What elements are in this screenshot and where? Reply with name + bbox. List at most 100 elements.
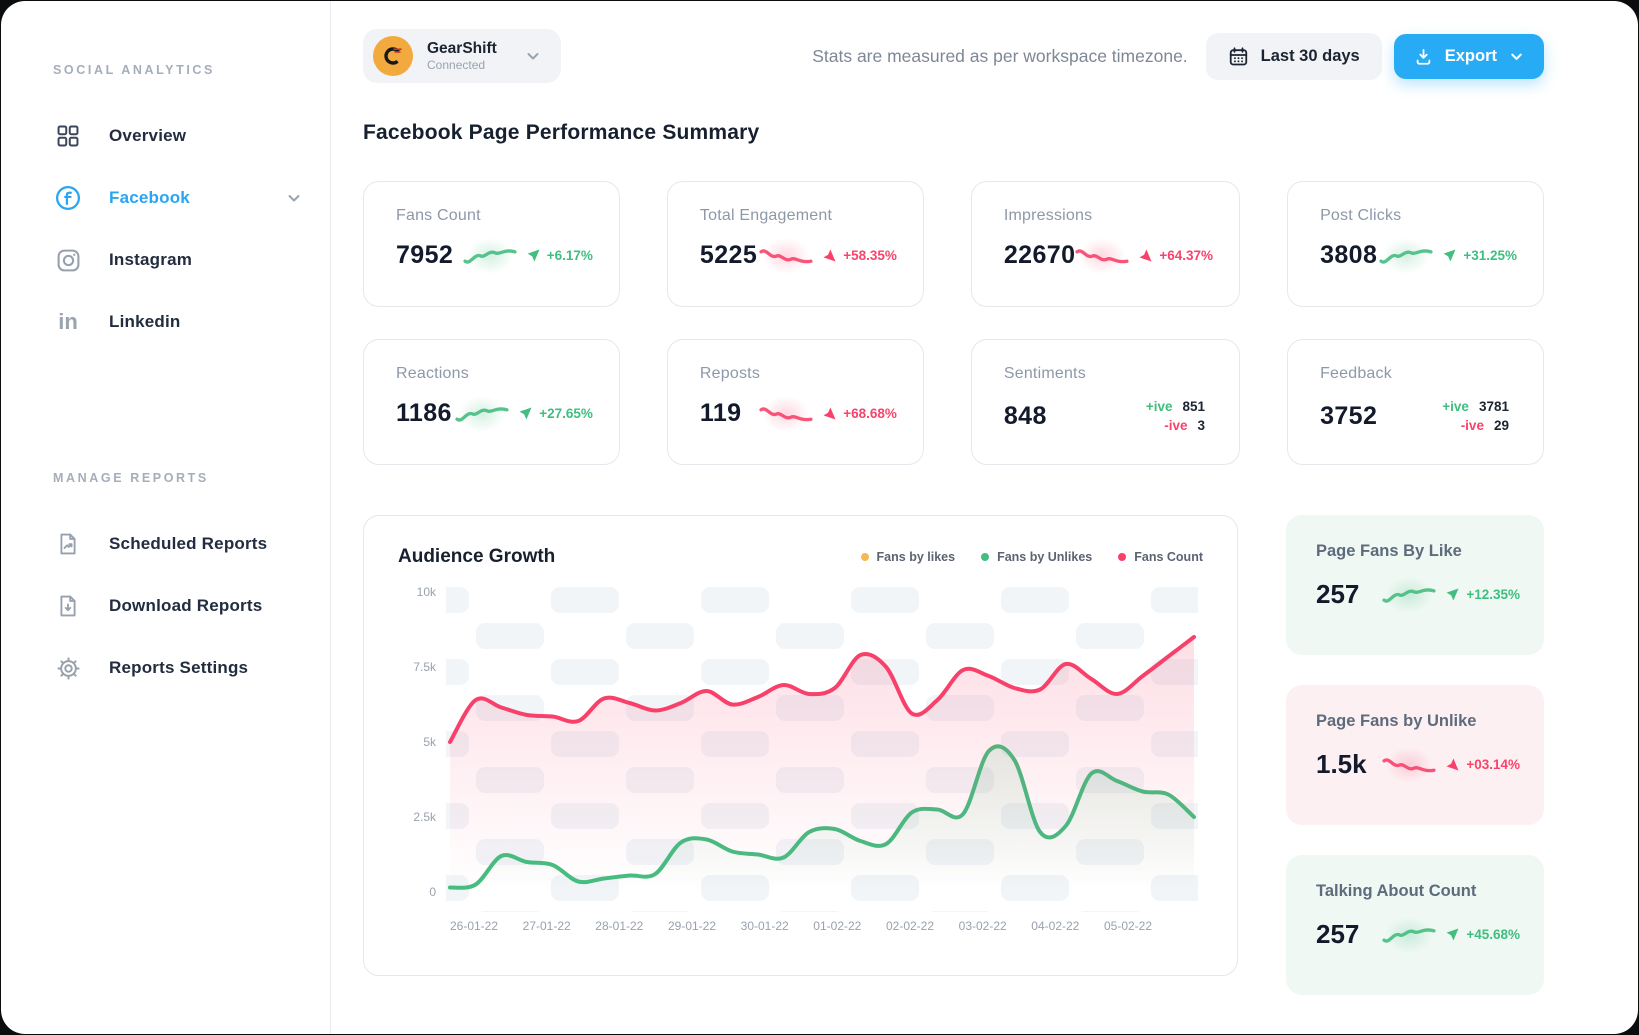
negative-value: 3 bbox=[1197, 418, 1206, 433]
svg-text:2.5k: 2.5k bbox=[413, 810, 437, 824]
legend-item-fans-by-likes[interactable]: Fans by likes bbox=[860, 550, 956, 564]
stat-change: +58.35% bbox=[843, 248, 897, 263]
sidebar-item-overview[interactable]: Overview bbox=[1, 105, 330, 167]
svg-text:03-02-22: 03-02-22 bbox=[959, 919, 1007, 933]
trend-arrow-icon bbox=[1446, 588, 1459, 601]
positive-value: 3781 bbox=[1478, 399, 1509, 414]
sidebar-item-download-reports[interactable]: Download Reports bbox=[1, 575, 330, 637]
stat-card-sentiments: Sentiments 848 +ive 851 -ive 3 bbox=[970, 339, 1241, 465]
date-range-button[interactable]: Last 30 days bbox=[1205, 32, 1382, 80]
section-manage-reports: MANAGE REPORTS bbox=[53, 471, 209, 485]
audience-growth-chart: 0 2.5k 5k 7.5k 10k 26-01-22 27-01-22 28-01-22 29… bbox=[398, 582, 1203, 940]
side-card-change: +12.35% bbox=[1466, 587, 1520, 602]
legend-item-fans-by-unlikes[interactable]: Fans by Unlikes bbox=[981, 550, 1092, 564]
svg-text:01-02-22: 01-02-22 bbox=[813, 919, 861, 933]
trend-arrow-icon bbox=[519, 407, 532, 420]
sparkline bbox=[1376, 569, 1443, 620]
page-fans-by-like-card: Page Fans By Like 257 +12.35% bbox=[1286, 515, 1544, 655]
svg-text:05-02-22: 05-02-22 bbox=[1104, 919, 1152, 933]
sidebar-item-label: Reports Settings bbox=[109, 658, 249, 677]
sparkline bbox=[1376, 739, 1443, 790]
chevron-down-icon[interactable] bbox=[286, 190, 302, 206]
download-icon bbox=[1414, 47, 1433, 66]
trend-arrow-icon bbox=[1446, 758, 1459, 771]
stat-value: 5225 bbox=[699, 241, 758, 269]
gear-icon bbox=[53, 656, 83, 680]
svg-text:04-02-22: 04-02-22 bbox=[1031, 919, 1079, 933]
stat-value: 119 bbox=[699, 399, 742, 427]
legend-dot bbox=[860, 553, 869, 561]
stat-label: Feedback bbox=[1320, 365, 1392, 382]
svg-text:7.5k: 7.5k bbox=[413, 660, 437, 674]
side-card-value: 1.5k bbox=[1316, 749, 1367, 779]
analytics-nav: Overview Facebook bbox=[1, 105, 330, 353]
side-card-change: +45.68% bbox=[1466, 927, 1520, 942]
sidebar-item-label: Download Reports bbox=[109, 596, 263, 615]
sidebar-item-label: Instagram bbox=[109, 250, 193, 269]
sparkline bbox=[1373, 230, 1440, 281]
stat-value: 22670 bbox=[1003, 241, 1076, 269]
topbar: GearShift Connected Stats are measured a… bbox=[363, 29, 1544, 83]
sidebar-item-instagram[interactable]: Instagram bbox=[1, 229, 330, 291]
svg-text:02-02-22: 02-02-22 bbox=[886, 919, 934, 933]
sidebar-item-facebook[interactable]: Facebook bbox=[1, 167, 330, 229]
side-card-label: Talking About Count bbox=[1316, 882, 1477, 900]
audience-growth-card: Audience Growth Fans by likes Fans by Un… bbox=[363, 515, 1238, 976]
legend-dot bbox=[1118, 553, 1127, 561]
date-range-label: Last 30 days bbox=[1260, 46, 1360, 65]
stat-label: Post Clicks bbox=[1320, 207, 1402, 224]
scheduled-report-icon bbox=[53, 533, 83, 555]
main-content: GearShift Connected Stats are measured a… bbox=[331, 1, 1638, 1034]
grid-icon bbox=[53, 125, 83, 147]
reports-nav: Scheduled Reports Download Reports bbox=[1, 513, 330, 699]
linkedin-icon: in bbox=[58, 309, 78, 334]
chart-legend: Fans by likes Fans by Unlikes Fans Count bbox=[860, 550, 1203, 564]
legend-label: Fans by Unlikes bbox=[997, 550, 1093, 564]
sidebar-item-label: Linkedin bbox=[109, 312, 181, 331]
sparkline bbox=[1069, 230, 1136, 281]
side-card-label: Page Fans by Unlike bbox=[1316, 712, 1477, 730]
stat-label: Fans Count bbox=[396, 207, 481, 224]
workspace-status: Connected bbox=[427, 58, 486, 73]
sidebar-item-reports-settings[interactable]: Reports Settings bbox=[1, 637, 330, 699]
trend-arrow-icon bbox=[1139, 249, 1152, 262]
stat-value: 7952 bbox=[396, 241, 454, 269]
side-card-label: Page Fans By Like bbox=[1316, 542, 1462, 560]
legend-item-fans-count[interactable]: Fans Count bbox=[1118, 550, 1203, 564]
sidebar-item-label: Scheduled Reports bbox=[109, 534, 268, 553]
legend-label: Fans by likes bbox=[876, 550, 956, 564]
trend-arrow-icon bbox=[527, 249, 540, 262]
sidebar-item-label: Overview bbox=[109, 126, 187, 145]
workspace-name: GearShift bbox=[427, 40, 497, 58]
positive-label: +ive bbox=[1145, 399, 1173, 414]
trend-arrow-icon bbox=[1446, 928, 1459, 941]
svg-text:27-01-22: 27-01-22 bbox=[523, 919, 571, 933]
section-social-analytics: SOCIAL ANALYTICS bbox=[53, 63, 215, 77]
negative-label: -ive bbox=[1460, 418, 1484, 433]
workspace-selector[interactable]: GearShift Connected bbox=[363, 29, 561, 83]
facebook-icon bbox=[53, 185, 83, 211]
stat-label: Sentiments bbox=[1003, 365, 1086, 382]
stat-label: Impressions bbox=[1003, 207, 1093, 224]
stat-card-fans-count: Fans Count 7952 +6.17% bbox=[363, 181, 620, 307]
sidebar-item-linkedin[interactable]: in Linkedin bbox=[1, 291, 330, 353]
instagram-icon bbox=[53, 249, 83, 272]
sparkline bbox=[753, 230, 820, 281]
trend-arrow-icon bbox=[823, 249, 836, 262]
negative-value: 29 bbox=[1493, 418, 1509, 433]
calendar-icon bbox=[1228, 46, 1249, 67]
side-card-change: +03.14% bbox=[1466, 757, 1520, 772]
stat-card-reposts: Reposts 119 +68.68% bbox=[666, 339, 924, 465]
workspace-avatar bbox=[373, 36, 413, 76]
svg-text:10k: 10k bbox=[417, 585, 437, 599]
talking-about-count-card: Talking About Count 257 +45.68% bbox=[1286, 855, 1544, 995]
export-button[interactable]: Export bbox=[1393, 33, 1544, 79]
chevron-down-icon bbox=[525, 48, 541, 64]
trend-arrow-icon bbox=[1443, 249, 1456, 262]
download-report-icon bbox=[53, 595, 83, 617]
stat-change: +31.25% bbox=[1463, 248, 1517, 263]
positive-value: 851 bbox=[1182, 399, 1206, 414]
legend-label: Fans Count bbox=[1134, 550, 1203, 564]
sidebar-item-scheduled-reports[interactable]: Scheduled Reports bbox=[1, 513, 330, 575]
side-summary-cards: Page Fans By Like 257 +12.35% Page Fans … bbox=[1286, 515, 1544, 995]
